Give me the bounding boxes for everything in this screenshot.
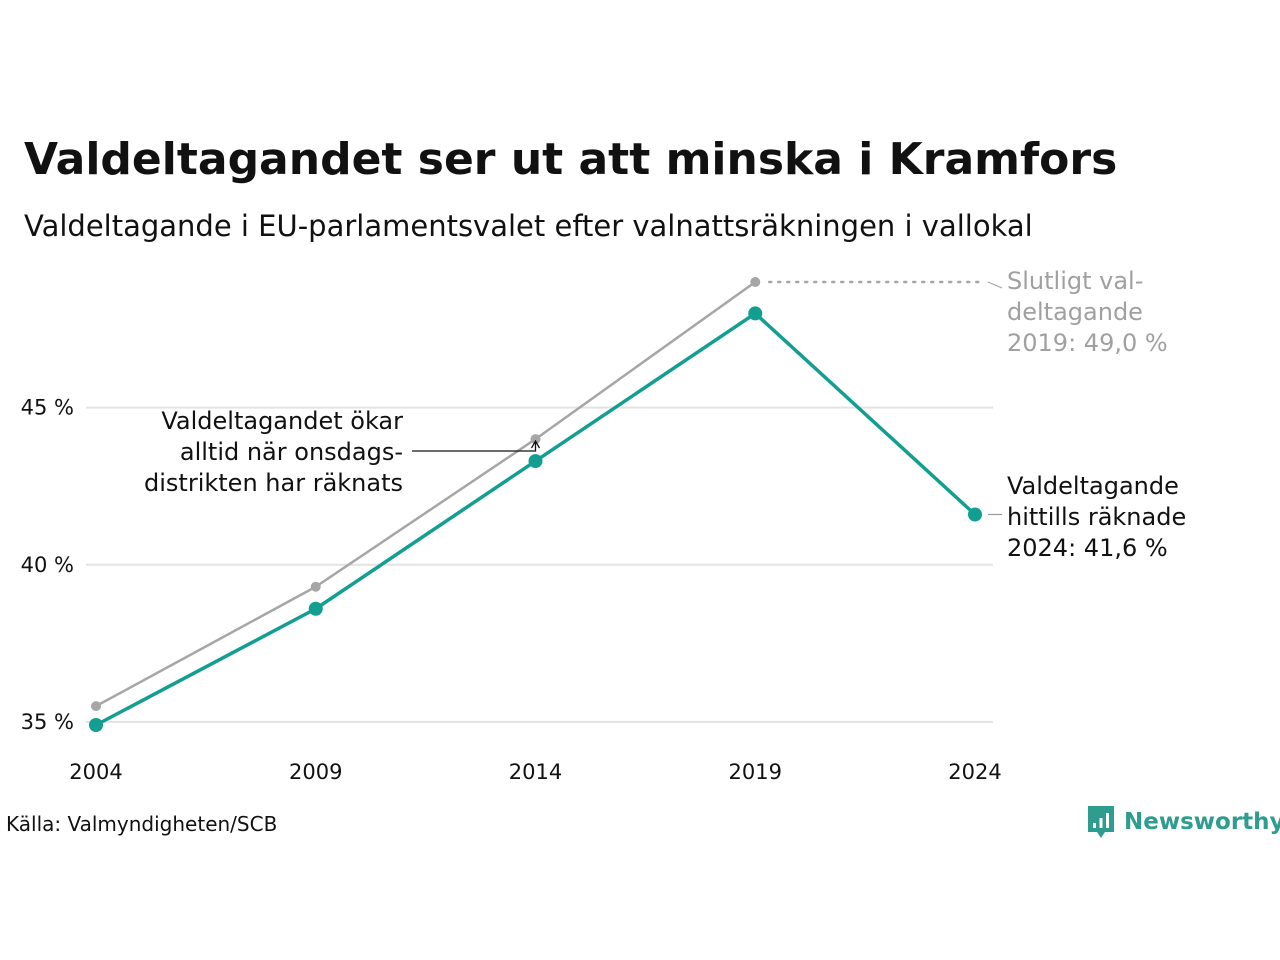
- data-point-counted: [968, 507, 982, 522]
- increase-note-label: distrikten har räknats: [144, 469, 403, 497]
- increase-note-arrow: [412, 442, 537, 452]
- series-line-counted: [94, 311, 977, 727]
- x-axis-ticks: 2004 2009 2014 2019 2024: [69, 760, 1001, 784]
- counted-turnout-label: 2024: 41,6 %: [1007, 534, 1168, 562]
- final-turnout-label: Slutligt val-: [1007, 267, 1143, 295]
- chart-title: Valdeltagandet ser ut att minska i Kramf…: [24, 134, 1118, 185]
- final-turnout-label: 2019: 49,0 %: [1007, 329, 1168, 357]
- x-tick-label: 2024: [948, 760, 1001, 784]
- data-point-counted: [308, 601, 323, 616]
- increase-note-label: alltid när onsdags-: [180, 438, 403, 466]
- chart-subtitle: Valdeltagande i EU-parlamentsvalet efter…: [24, 209, 1033, 243]
- x-tick-label: 2019: [729, 760, 782, 784]
- y-tick-label: 35 %: [21, 710, 74, 734]
- increase-note-arrowhead: [530, 439, 541, 449]
- counted-turnout-label: hittills räknade: [1007, 503, 1186, 531]
- data-point-final: [91, 701, 101, 712]
- x-tick-label: 2009: [289, 760, 342, 784]
- x-tick-label: 2004: [69, 760, 122, 784]
- data-point-counted: [748, 306, 763, 321]
- counted-turnout-label: Valdeltagande: [1007, 472, 1179, 500]
- brand-logo: Newsworthy: [1086, 802, 1280, 842]
- final-turnout-connector: [987, 281, 1003, 289]
- newsworthy-logo-icon: [1088, 806, 1114, 838]
- x-tick-label: 2014: [509, 760, 562, 784]
- data-point-counted: [528, 454, 543, 469]
- y-axis-ticks: 35 % 40 % 45 %: [21, 396, 74, 734]
- series-line-final: [94, 280, 757, 708]
- y-tick-label: 45 %: [21, 396, 74, 420]
- final-turnout-label: deltagande: [1007, 298, 1143, 326]
- data-point-final: [310, 581, 321, 592]
- series-lines: [89, 277, 982, 732]
- data-point-final: [750, 277, 761, 287]
- gridlines: [86, 406, 993, 723]
- brand-name: Newsworthy: [1124, 809, 1280, 835]
- increase-note-label: Valdeltagandet ökar: [161, 407, 403, 435]
- data-point-counted: [89, 718, 103, 732]
- source-note: Källa: Valmyndigheten/SCB: [6, 812, 278, 836]
- y-tick-label: 40 %: [21, 553, 74, 577]
- annotations: Slutligt val-deltagande 2019: 49,0 % Valde…: [144, 267, 1186, 562]
- data-point-final: [530, 434, 541, 445]
